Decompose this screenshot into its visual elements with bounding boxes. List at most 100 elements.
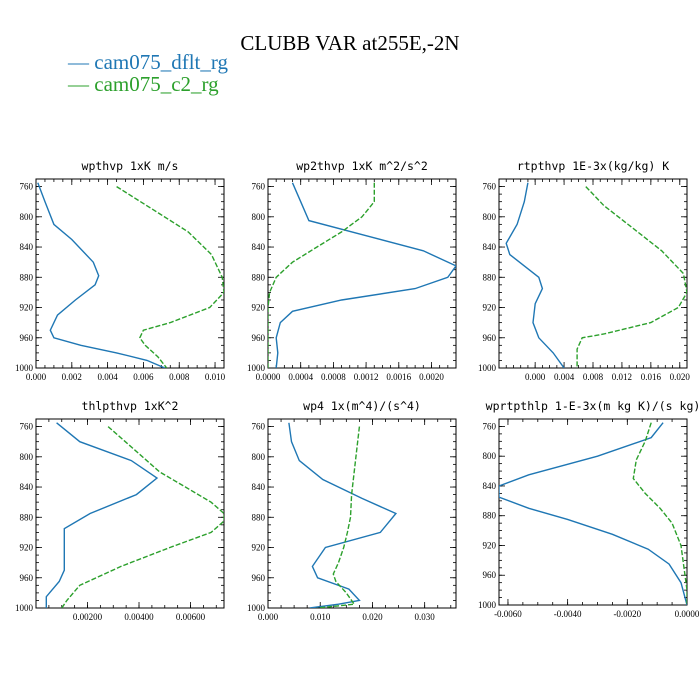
panel-frame <box>35 178 225 369</box>
y-tick-label: 960 <box>252 573 266 583</box>
y-tick-label: 760 <box>20 422 34 432</box>
panel-3: rtpthvp 1E-3x(kg/kg) K 760 800 840 880 920 960… <box>478 159 690 382</box>
y-tick-label: 920 <box>483 303 497 313</box>
y-tick-label: 760 <box>20 182 34 192</box>
series-line-dflt <box>37 182 166 368</box>
y-tick-label: 880 <box>252 272 266 282</box>
y-tick-label: 920 <box>20 303 34 313</box>
series-line-c2 <box>268 182 375 368</box>
legend: — cam075_dflt_rg — cam075_c2_rg <box>67 50 229 96</box>
series-line-c2 <box>632 422 687 605</box>
x-tick-label: 0.000 <box>525 372 546 382</box>
panel-5: wp4 1x(m^4)/(s^4)76080084088092096010000… <box>247 399 457 622</box>
x-tick-label: 0.0016 <box>386 372 411 382</box>
y-tick-label: 920 <box>483 540 497 550</box>
x-tick-label: 0.0004 <box>288 372 313 382</box>
x-tick-label: 0.008 <box>169 372 190 382</box>
panel-title: thlpthvp 1xK^2 <box>82 399 179 413</box>
y-tick-label: 840 <box>483 242 497 252</box>
x-tick-label: 0.000 <box>26 372 47 382</box>
y-tick-label: 800 <box>252 212 266 222</box>
y-tick-label: 840 <box>20 242 34 252</box>
y-tick-label: 800 <box>483 212 497 222</box>
y-tick-label: 760 <box>252 422 266 432</box>
panel-title: wprtpthlp 1-E-3x(m kg K)/(s kg) <box>486 399 700 413</box>
x-tick-label: 0.008 <box>583 372 604 382</box>
y-tick-label: 960 <box>20 573 34 583</box>
x-tick-label: -0.0020 <box>613 609 641 619</box>
y-tick-label: 880 <box>483 272 497 282</box>
y-tick-label: 880 <box>20 512 34 522</box>
y-tick-label: 920 <box>252 303 266 313</box>
panel-title: wp4 1x(m^4)/(s^4) <box>303 399 421 413</box>
series-line-c2 <box>116 186 224 368</box>
x-tick-label: 0.020 <box>362 612 383 622</box>
panel-title: wp2thvp 1xK m^2/s^2 <box>296 159 428 173</box>
y-tick-label: 960 <box>252 333 266 343</box>
panel-title: rtpthvp 1E-3x(kg/kg) K <box>517 159 669 173</box>
y-tick-label: 1000 <box>15 603 34 613</box>
x-tick-label: 0.00200 <box>73 612 103 622</box>
panel-frame <box>267 418 457 609</box>
x-tick-label: 0.000 <box>258 612 279 622</box>
x-tick-label: 0.006 <box>133 372 154 382</box>
panel-frame <box>498 418 688 606</box>
series-line-dflt <box>499 422 687 605</box>
y-tick-label: 960 <box>483 333 497 343</box>
x-tick-label: 0.00600 <box>176 612 206 622</box>
x-tick-label: 0.002 <box>62 372 82 382</box>
y-tick-label: 800 <box>20 212 34 222</box>
panel-6: wprtpthlp 1-E-3x(m kg K)/(s kg) 760 800 840… <box>478 399 700 619</box>
series-line-dflt <box>505 182 565 368</box>
panel-4: thlpthvp 1xK^2 760 800 840 880 920 960 1000 0.00… <box>15 399 225 622</box>
y-tick-label: 800 <box>252 452 266 462</box>
panel-frame <box>35 418 225 609</box>
x-tick-label: 0.016 <box>641 372 662 382</box>
y-tick-label: 1000 <box>478 363 497 373</box>
y-tick-label: 840 <box>252 482 266 492</box>
panel-2: wp2thvp 1xK m^2/s^2 760 800 840 880 920 960 100… <box>247 159 457 382</box>
x-tick-label: 0.010 <box>310 612 331 622</box>
x-tick-label: -0.0060 <box>494 609 522 619</box>
figure-title: CLUBB VAR at255E,-2N <box>240 31 459 55</box>
y-tick-label: 920 <box>20 543 34 553</box>
series-line-dflt <box>275 182 456 368</box>
x-tick-label: 0.00400 <box>124 612 154 622</box>
y-tick-label: 840 <box>20 482 34 492</box>
x-tick-label: -0.0040 <box>554 609 582 619</box>
x-tick-label: 0.0008 <box>321 372 346 382</box>
x-tick-label: 0.0000 <box>675 609 700 619</box>
y-tick-label: 960 <box>20 333 34 343</box>
x-tick-label: 0.020 <box>670 372 691 382</box>
panel-1: wpthvp 1xK m/s76080084088092096010000.00… <box>15 159 226 382</box>
y-tick-label: 800 <box>20 452 34 462</box>
panel-title: wpthvp 1xK m/s <box>82 159 179 173</box>
y-tick-label: 760 <box>483 421 497 431</box>
y-tick-label: 760 <box>252 182 266 192</box>
series-line-c2 <box>317 426 361 608</box>
y-tick-label: 960 <box>483 570 497 580</box>
y-tick-label: 1000 <box>15 363 34 373</box>
legend-entry-dflt: — cam075_dflt_rg <box>67 50 229 74</box>
y-tick-label: 840 <box>252 242 266 252</box>
x-tick-label: 0.012 <box>612 372 632 382</box>
y-tick-label: 800 <box>483 451 497 461</box>
y-tick-label: 760 <box>483 182 497 192</box>
panel-frame <box>267 178 457 369</box>
y-tick-label: 880 <box>20 272 34 282</box>
y-tick-label: 1000 <box>247 363 266 373</box>
series-line-dflt <box>288 422 398 608</box>
legend-entry-c2: — cam075_c2_rg <box>67 72 219 96</box>
x-tick-label: 0.0000 <box>256 372 281 382</box>
y-tick-label: 1000 <box>247 603 266 613</box>
series-line-c2 <box>576 186 687 368</box>
series-line-c2 <box>61 426 224 608</box>
y-tick-label: 880 <box>252 512 266 522</box>
y-tick-label: 840 <box>483 481 497 491</box>
x-tick-label: 0.010 <box>205 372 226 382</box>
x-tick-label: 0.004 <box>97 372 118 382</box>
panels: wpthvp 1xK m/s76080084088092096010000.00… <box>15 159 700 622</box>
series-line-dflt <box>45 422 159 608</box>
x-tick-label: 0.004 <box>554 372 575 382</box>
